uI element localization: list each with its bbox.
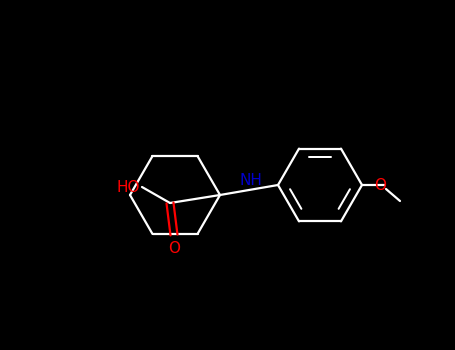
Text: O: O [168,241,180,256]
Text: NH: NH [240,173,263,188]
Text: HO: HO [116,180,140,195]
Text: O: O [374,177,386,192]
